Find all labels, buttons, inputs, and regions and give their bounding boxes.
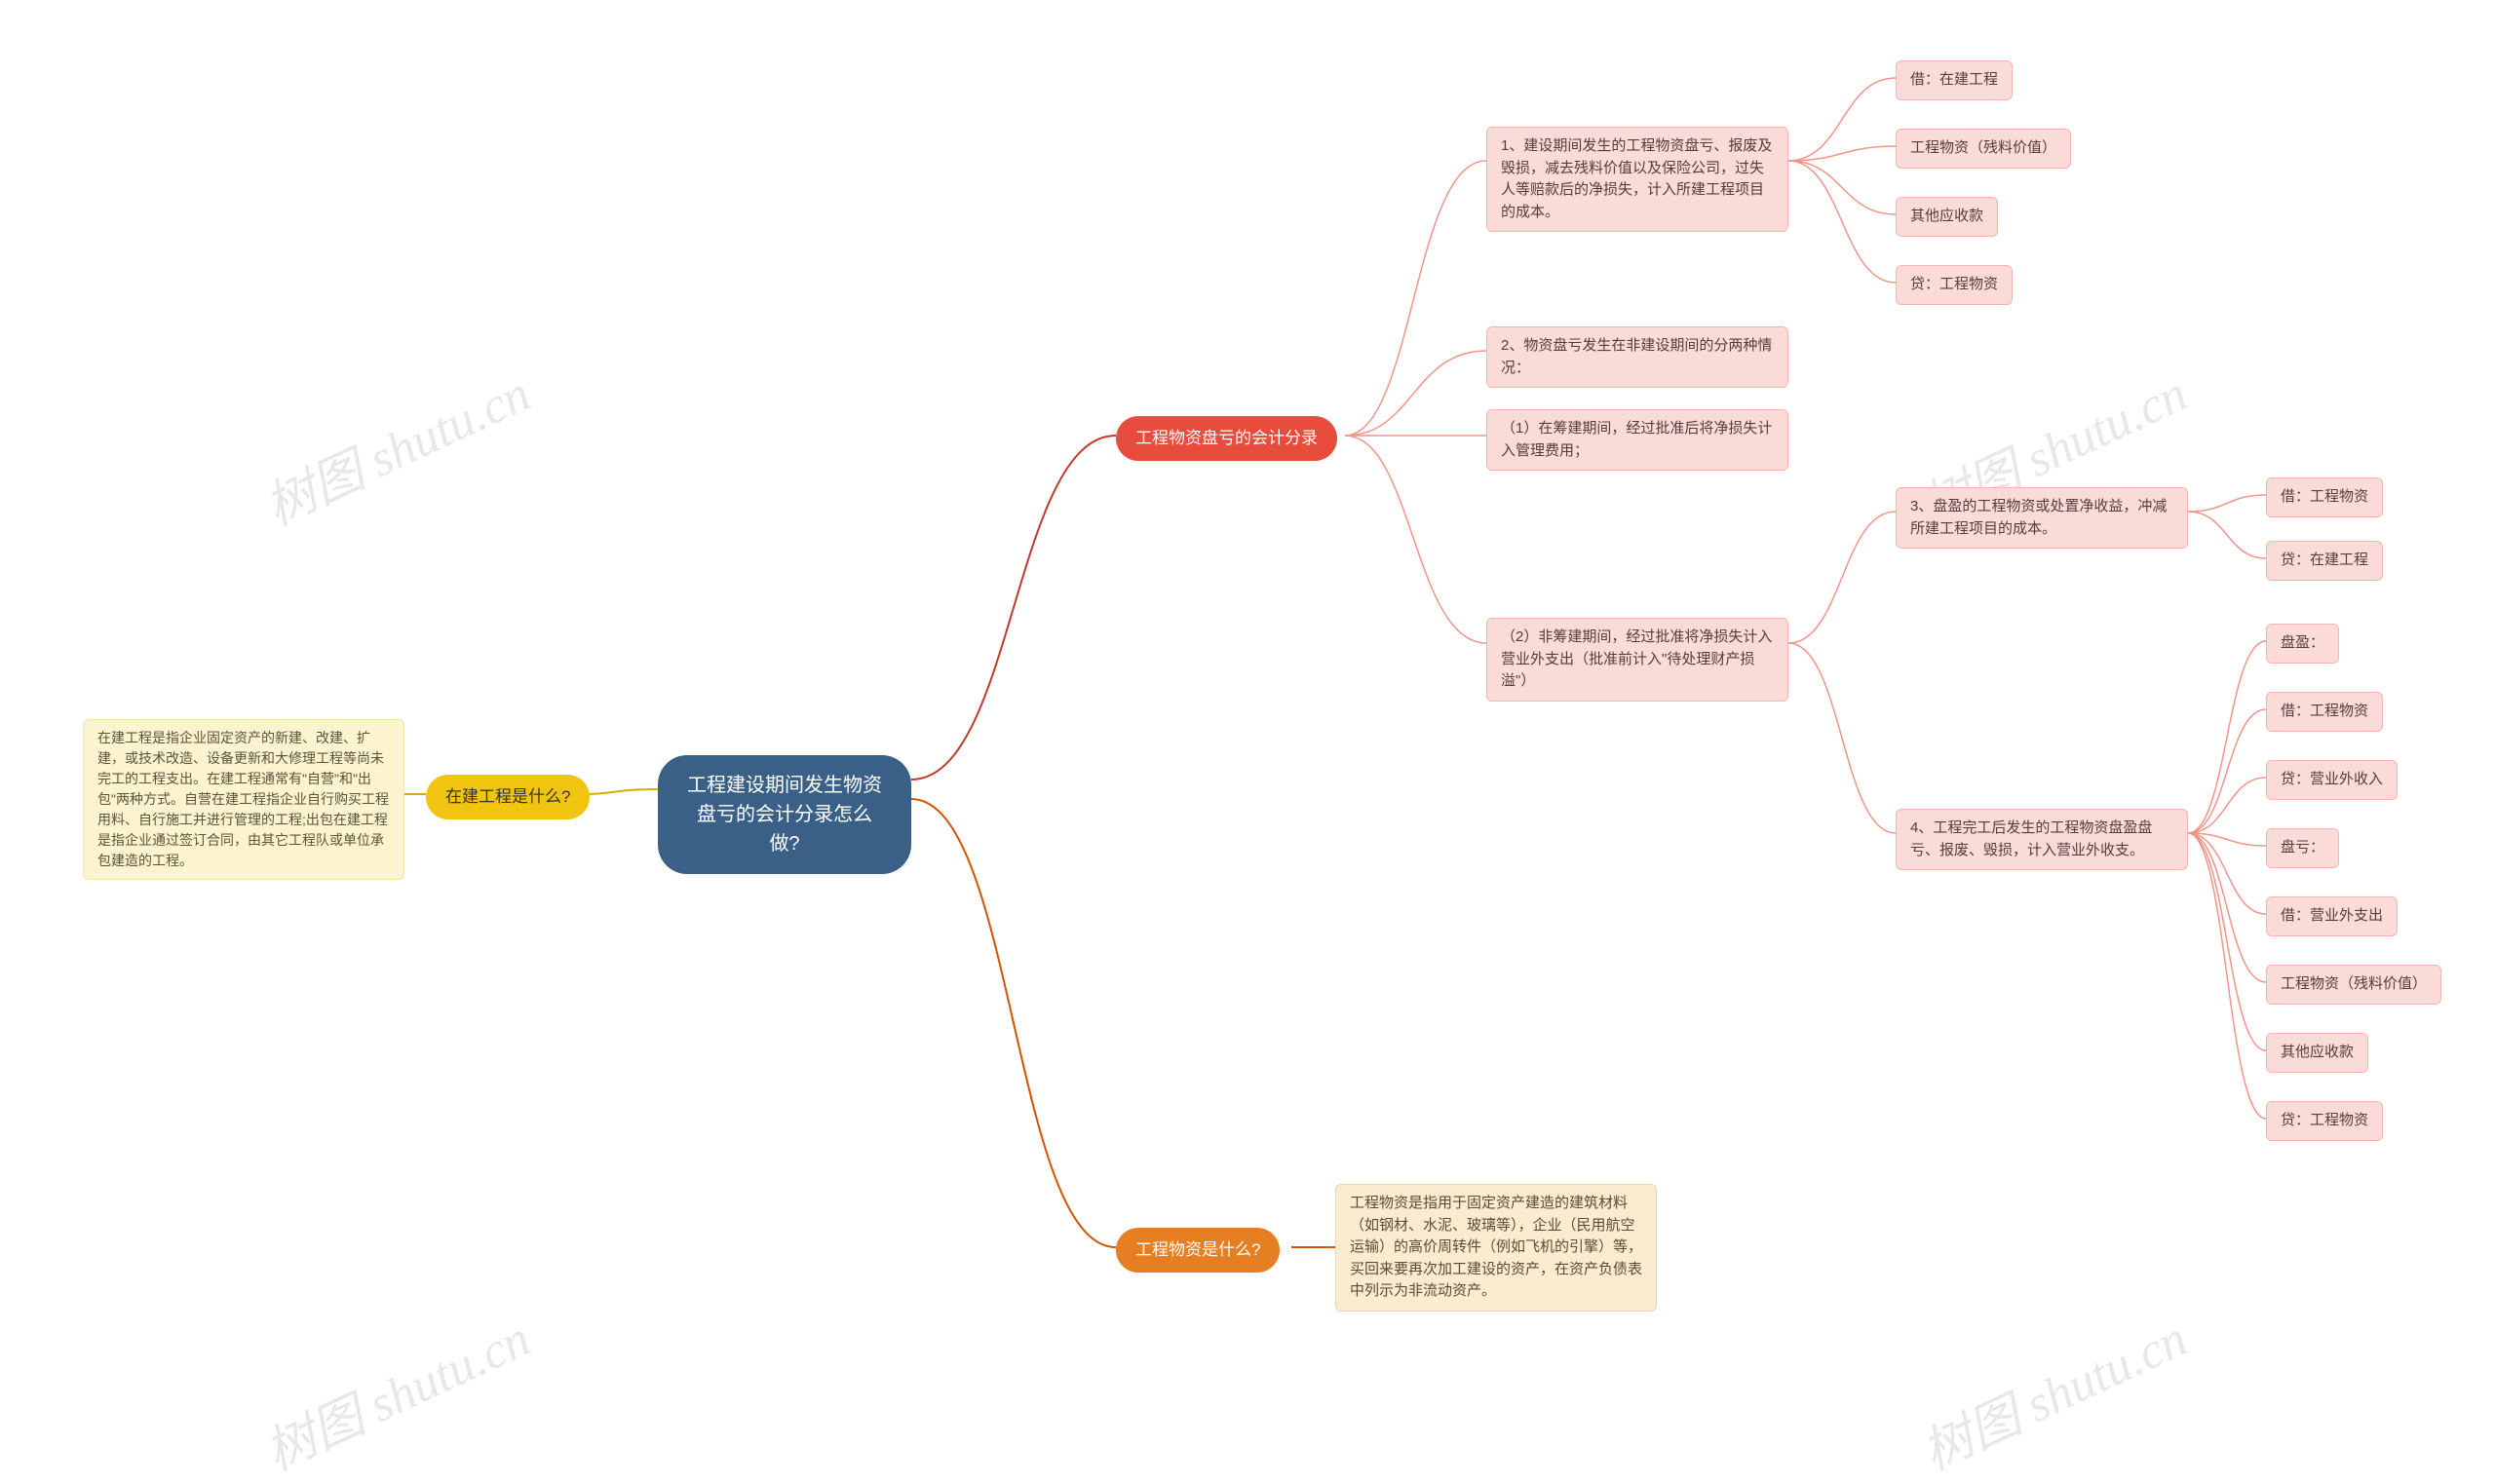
n4-leaf-g[interactable]: 其他应收款 [2266,1033,2368,1073]
node-n2b[interactable]: （2）非筹建期间，经过批准将净损失计入营业外支出（批准前计入"待处理财产损溢"） [1486,618,1788,702]
n1-leaf-b[interactable]: 工程物资（残料价值） [1896,129,2071,169]
node-n4[interactable]: 4、工程完工后发生的工程物资盘盈盘亏、报废、毁损，计入营业外收支。 [1896,809,2188,870]
n4-leaf-h[interactable]: 贷：工程物资 [2266,1101,2383,1141]
watermark: 树图 shutu.cn [251,1298,540,1484]
node-n2[interactable]: 2、物资盘亏发生在非建设期间的分两种情况： [1486,326,1788,388]
n3-leaf-a[interactable]: 借：工程物资 [2266,477,2383,517]
orange-desc: 工程物资是指用于固定资产建造的建筑材料（如钢材、水泥、玻璃等），企业（民用航空运… [1335,1184,1657,1312]
node-n3[interactable]: 3、盘盈的工程物资或处置净收益，冲减所建工程项目的成本。 [1896,487,2188,549]
n4-leaf-f[interactable]: 工程物资（残料价值） [2266,965,2441,1005]
branch-red[interactable]: 工程物资盘亏的会计分录 [1116,416,1337,461]
yellow-desc: 在建工程是指企业固定资产的新建、改建、扩建，或技术改造、设备更新和大修理工程等尚… [83,719,404,880]
n1-leaf-a[interactable]: 借：在建工程 [1896,60,2013,100]
node-n1[interactable]: 1、建设期间发生的工程物资盘亏、报废及毁损，减去残料价值以及保险公司，过失人等赔… [1486,127,1788,232]
node-n2a[interactable]: （1）在筹建期间，经过批准后将净损失计入管理费用； [1486,409,1788,471]
n4-leaf-c[interactable]: 贷：营业外收入 [2266,760,2398,800]
branch-yellow[interactable]: 在建工程是什么? [426,775,590,819]
watermark: 树图 shutu.cn [1908,1298,2197,1484]
watermark: 树图 shutu.cn [251,353,540,539]
n4-leaf-b[interactable]: 借：工程物资 [2266,692,2383,732]
n4-leaf-e[interactable]: 借：营业外支出 [2266,896,2398,936]
n1-leaf-c[interactable]: 其他应收款 [1896,197,1998,237]
n3-leaf-b[interactable]: 贷：在建工程 [2266,541,2383,581]
root-node[interactable]: 工程建设期间发生物资盘亏的会计分录怎么做? [658,755,911,874]
branch-orange[interactable]: 工程物资是什么? [1116,1228,1280,1273]
n4-leaf-d[interactable]: 盘亏： [2266,828,2339,868]
n4-leaf-a[interactable]: 盘盈： [2266,624,2339,664]
n1-leaf-d[interactable]: 贷：工程物资 [1896,265,2013,305]
